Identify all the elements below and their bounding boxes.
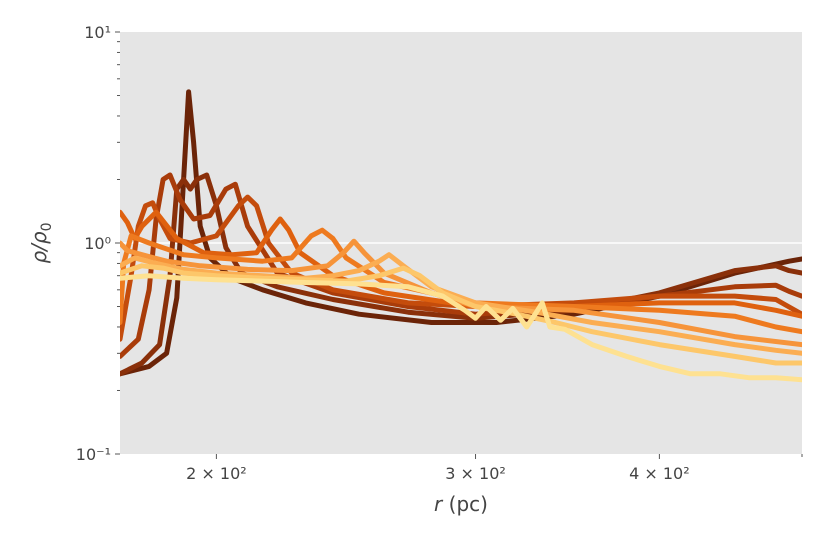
- x-tick-label: 3 × 10²: [445, 464, 506, 483]
- series-line-4: [120, 194, 802, 342]
- series-line-7: [120, 238, 802, 348]
- series-line-6: [120, 227, 802, 335]
- series-line-10: [120, 273, 802, 383]
- x-tick-label: 4 × 10²: [629, 464, 690, 483]
- x-axis-label: r (pc): [434, 492, 488, 516]
- series-lines: [120, 89, 802, 383]
- y-tick-label: 10⁰: [84, 234, 111, 253]
- x-axis-ticks: 2 × 10² 3 × 10² 4 × 10²: [186, 454, 803, 483]
- series-line-9: [120, 263, 802, 366]
- x-tick-label: 2 × 10²: [186, 464, 247, 483]
- series-line-8: [120, 252, 802, 356]
- y-axis-label: ρ/ρ0: [27, 222, 55, 263]
- series-line-5: [120, 209, 802, 319]
- y-axis-ticks: 10⁻¹ 10⁰ 10¹: [76, 23, 120, 464]
- y-tick-label: 10¹: [84, 23, 111, 42]
- y-tick-label: 10⁻¹: [76, 445, 111, 464]
